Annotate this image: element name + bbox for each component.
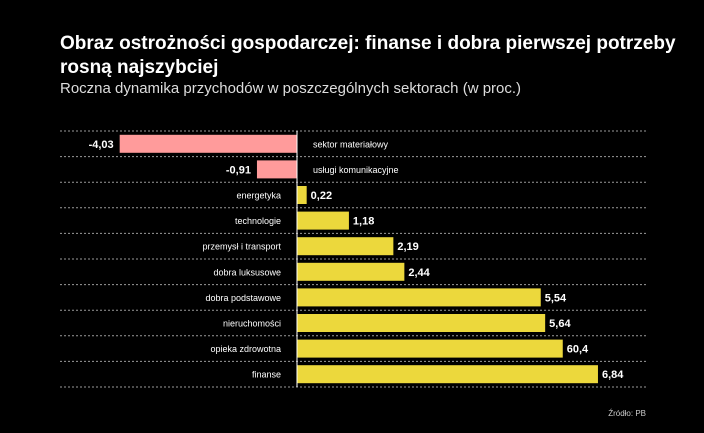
data-label: 5,54 — [545, 292, 567, 304]
data-label: 1,18 — [353, 216, 374, 228]
bar — [297, 237, 394, 256]
chart-title: Obraz ostrożności gospodarczej: finanse … — [60, 33, 676, 78]
bar — [297, 211, 349, 230]
category-label: dobra podstawowe — [205, 293, 281, 303]
category-label: sektor materiałowy — [313, 139, 389, 149]
category-label: przemysł i transport — [202, 242, 281, 252]
source-note: Źródło: PB — [608, 409, 646, 418]
data-label: -4,03 — [89, 139, 114, 151]
bar — [297, 262, 405, 281]
bar — [297, 365, 598, 384]
bar — [119, 134, 298, 153]
bar — [256, 160, 297, 179]
data-label: 0,22 — [311, 190, 332, 202]
data-label: 2,44 — [408, 267, 430, 279]
data-label: 2,19 — [397, 241, 418, 253]
data-label: -0,91 — [226, 164, 251, 176]
bar — [297, 314, 546, 332]
data-label: 5,64 — [549, 318, 571, 330]
category-label: nieruchomości — [223, 319, 281, 329]
category-label: finanse — [252, 370, 281, 380]
data-label: 60,4 — [567, 344, 589, 356]
category-label: dobra luksusowe — [213, 267, 281, 277]
data-label: 6,84 — [602, 369, 624, 381]
category-label: opieka zdrowotna — [210, 344, 281, 354]
chart-subtitle: Roczna dynamika przychodów w poszczególn… — [60, 80, 522, 97]
category-label: technologie — [235, 216, 281, 226]
category-label: usługi komunikacyjne — [313, 165, 399, 175]
bar — [297, 288, 541, 307]
bar — [297, 186, 307, 204]
bar — [297, 339, 563, 358]
category-label: energetyka — [236, 191, 281, 201]
